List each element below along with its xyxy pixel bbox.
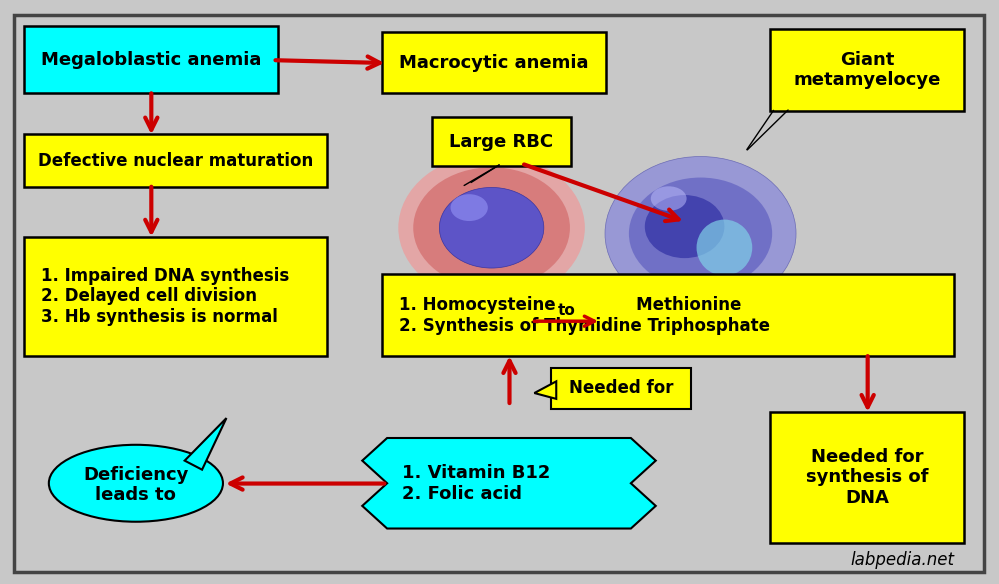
FancyBboxPatch shape [24, 237, 328, 356]
Ellipse shape [696, 220, 752, 276]
Text: Needed for
synthesis of
DNA: Needed for synthesis of DNA [806, 447, 928, 507]
Ellipse shape [644, 195, 724, 258]
Ellipse shape [399, 154, 584, 302]
Text: Giant
metamyelocye: Giant metamyelocye [793, 51, 941, 89]
FancyBboxPatch shape [432, 117, 571, 166]
FancyBboxPatch shape [383, 274, 954, 356]
Polygon shape [363, 438, 655, 529]
Text: labpedia.net: labpedia.net [850, 551, 954, 569]
Text: 1. Impaired DNA synthesis
2. Delayed cell division
3. Hb synthesis is normal: 1. Impaired DNA synthesis 2. Delayed cel… [41, 266, 289, 326]
Ellipse shape [49, 445, 223, 522]
Text: Defective nuclear maturation: Defective nuclear maturation [38, 152, 314, 169]
Ellipse shape [451, 194, 488, 221]
Ellipse shape [605, 157, 796, 311]
Ellipse shape [629, 178, 772, 290]
Polygon shape [185, 418, 227, 470]
Ellipse shape [414, 167, 570, 288]
FancyBboxPatch shape [24, 26, 278, 93]
Text: Large RBC: Large RBC [450, 133, 553, 151]
FancyBboxPatch shape [383, 32, 606, 93]
Text: 1. Homocysteine              Methionine
2. Synthesis of Thymidine Triphosphate: 1. Homocysteine Methionine 2. Synthesis … [399, 296, 770, 335]
FancyBboxPatch shape [770, 29, 964, 111]
FancyBboxPatch shape [24, 134, 328, 187]
Polygon shape [534, 381, 556, 399]
Text: 1. Vitamin B12
2. Folic acid: 1. Vitamin B12 2. Folic acid [402, 464, 550, 503]
Text: Needed for: Needed for [568, 380, 673, 397]
FancyBboxPatch shape [14, 15, 984, 572]
Text: Deficiency
leads to: Deficiency leads to [83, 465, 189, 505]
Ellipse shape [650, 186, 686, 211]
Text: to: to [557, 303, 575, 318]
Text: Megaloblastic anemia: Megaloblastic anemia [41, 51, 261, 69]
Ellipse shape [440, 187, 543, 268]
Text: Macrocytic anemia: Macrocytic anemia [400, 54, 588, 72]
FancyBboxPatch shape [770, 412, 964, 543]
FancyBboxPatch shape [551, 368, 690, 409]
